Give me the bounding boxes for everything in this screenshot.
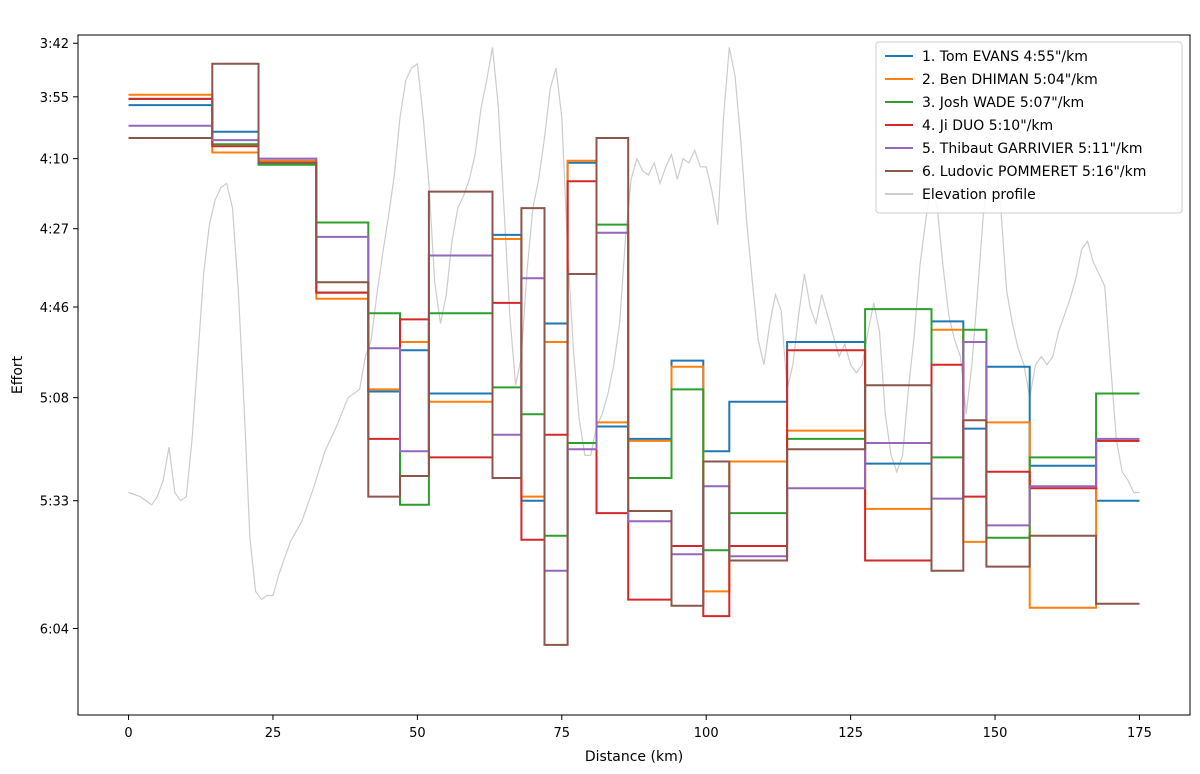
plot-frame	[77, 34, 1191, 716]
y-tick-label: 5:08	[40, 392, 69, 407]
x-tick-label: 175	[1127, 726, 1152, 741]
x-tick-label: 25	[265, 726, 282, 741]
x-axis-label: Distance (km)	[585, 749, 683, 765]
y-tick-label: 5:33	[40, 495, 69, 510]
y-tick-label: 6:04	[40, 622, 69, 637]
y-axis-label: Effort	[10, 355, 26, 394]
series-line-6	[128, 62, 1140, 646]
x-tick-label: 125	[838, 726, 863, 741]
legend-label: 6. Ludovic POMMERET 5:16"/km	[922, 164, 1146, 180]
legend-label: 1. Tom EVANS 4:55"/km	[922, 49, 1088, 65]
legend: 1. Tom EVANS 4:55"/km 2. Ben DHIMAN 5:04"…	[875, 41, 1183, 214]
y-axis: 3:42 3:55 4:10 4:27 4:46 5:08 5:33 6:04	[40, 37, 78, 637]
y-tick-label: 4:10	[40, 153, 69, 168]
legend-label: 5. Thibaut GARRIVIER 5:11"/km	[922, 141, 1142, 157]
legend-label: Elevation profile	[922, 187, 1036, 203]
legend-box	[875, 41, 1183, 214]
x-axis: 0 25 50 75 100 125 150 175	[124, 715, 1152, 741]
x-tick-label: 150	[983, 726, 1008, 741]
y-tick-label: 3:55	[40, 91, 69, 106]
x-tick-label: 0	[124, 726, 132, 741]
legend-label: 4. Ji DUO 5:10"/km	[922, 118, 1053, 134]
y-tick-label: 3:42	[40, 37, 69, 52]
elevation-profile-line	[128, 47, 1140, 601]
legend-label: 3. Josh WADE 5:07"/km	[922, 95, 1084, 111]
plot-area	[128, 47, 1140, 646]
y-tick-label: 4:27	[40, 223, 69, 238]
x-tick-label: 100	[694, 726, 719, 741]
x-tick-label: 50	[409, 726, 426, 741]
y-tick-label: 4:46	[40, 301, 69, 316]
legend-label: 2. Ben DHIMAN 5:04"/km	[922, 72, 1098, 88]
x-tick-label: 75	[554, 726, 571, 741]
